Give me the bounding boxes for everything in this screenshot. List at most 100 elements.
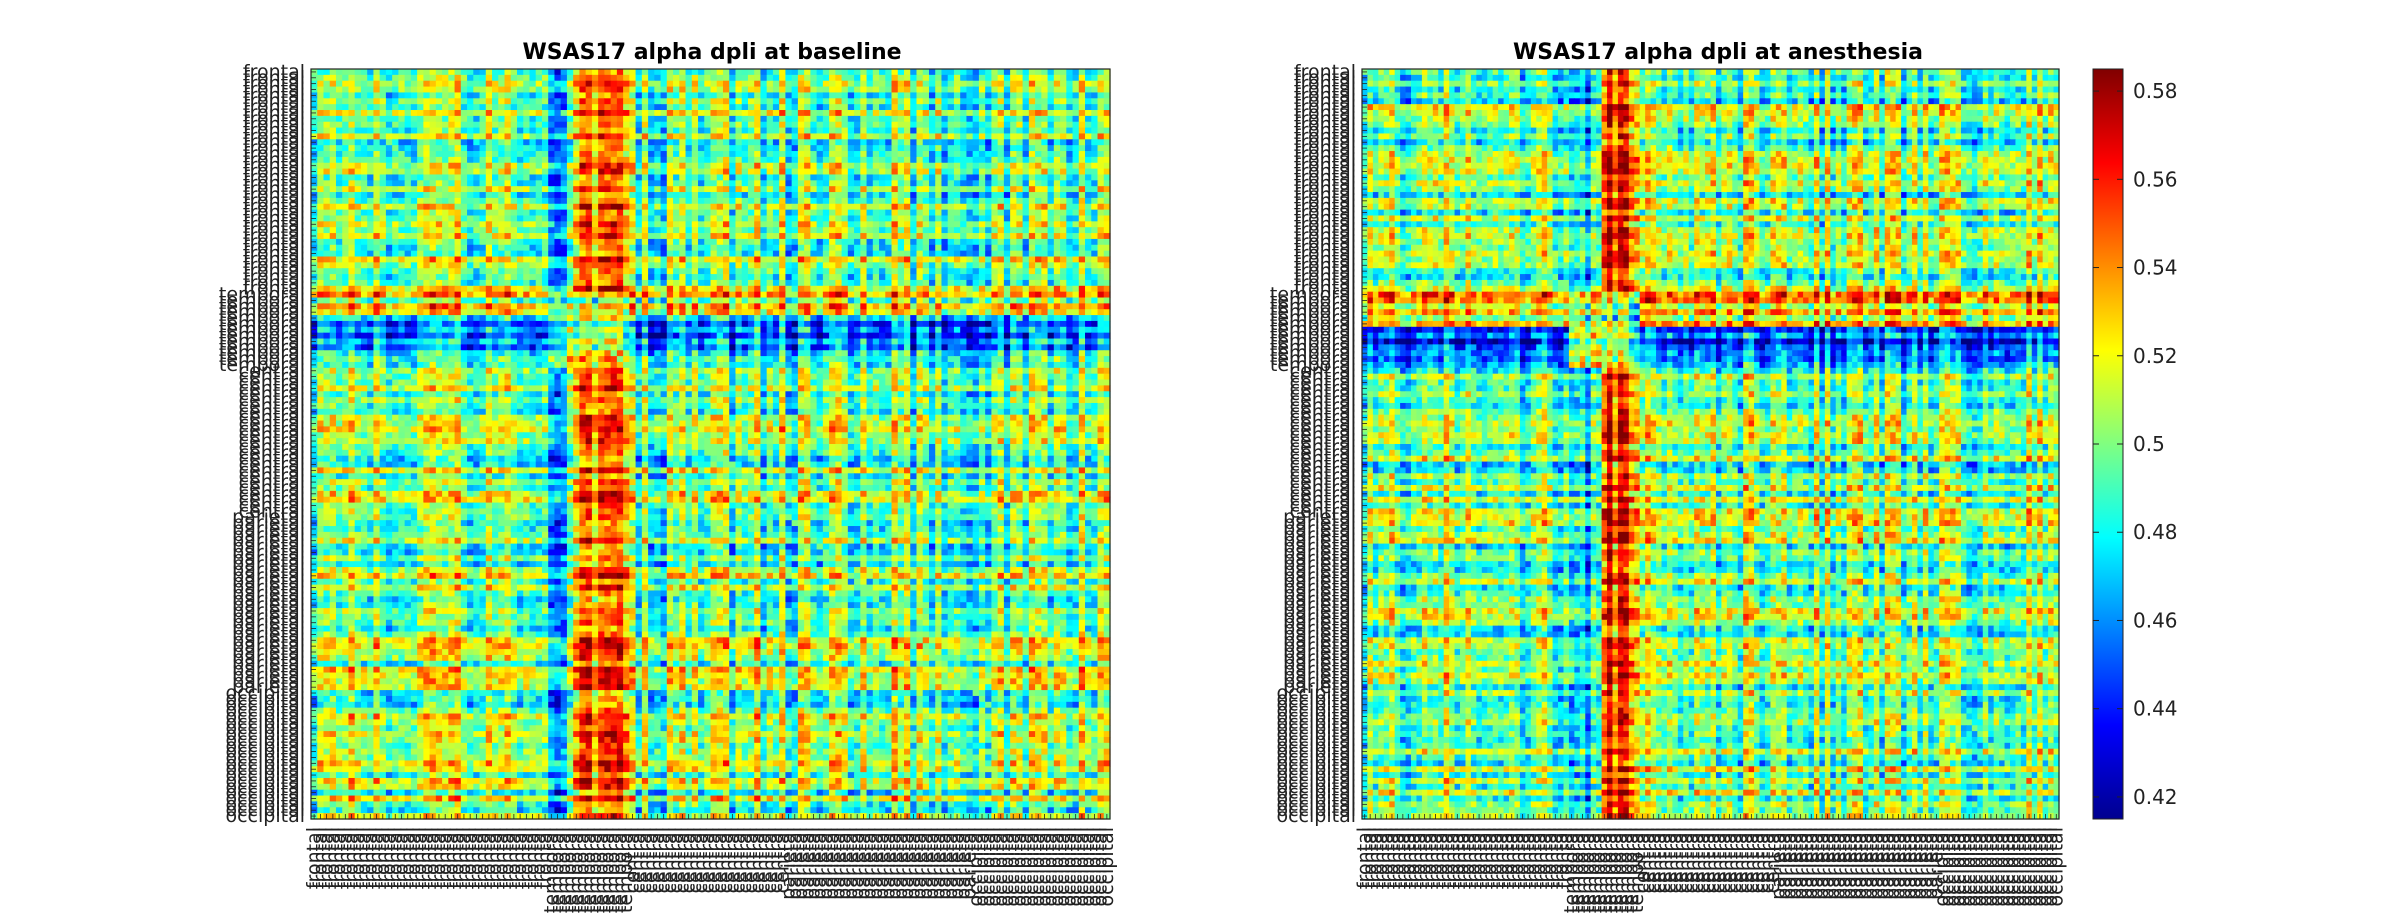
heatmap-cell [916, 169, 923, 175]
heatmap-cell [392, 128, 399, 134]
heatmap-cell [817, 92, 824, 98]
heatmap-cell [885, 104, 892, 110]
heatmap-cell [1066, 174, 1073, 180]
heatmap-cell [1023, 227, 1030, 233]
heatmap-cell [941, 92, 948, 98]
heatmap-cell [673, 169, 680, 175]
heatmap-cell [455, 133, 462, 139]
heatmap-cell [442, 169, 449, 175]
heatmap-cell [348, 239, 355, 245]
heatmap-cell [517, 104, 524, 110]
heatmap-cell [417, 268, 424, 274]
heatmap-cell [661, 87, 668, 93]
heatmap-cell [879, 268, 886, 274]
heatmap-cell [723, 180, 730, 186]
heatmap-cell [573, 180, 580, 186]
heatmap-cell [542, 116, 549, 122]
heatmap-cell [661, 292, 668, 298]
heatmap-cell [923, 257, 930, 263]
heatmap-cell [673, 192, 680, 198]
heatmap-cell [611, 262, 618, 268]
heatmap-cell [1004, 280, 1011, 286]
heatmap-cell [1029, 215, 1036, 221]
heatmap-cell [1079, 98, 1086, 104]
heatmap-cell [979, 251, 986, 257]
heatmap-cell [392, 204, 399, 210]
heatmap-cell [979, 180, 986, 186]
heatmap-cell [405, 280, 412, 286]
heatmap-cell [1004, 104, 1011, 110]
heatmap-cell [848, 280, 855, 286]
heatmap-cell [667, 116, 674, 122]
heatmap-cell [629, 151, 636, 157]
heatmap-cell [461, 198, 468, 204]
heatmap-cell [760, 192, 767, 198]
heatmap-cell [442, 257, 449, 263]
heatmap-cell [323, 180, 330, 186]
heatmap-cell [723, 204, 730, 210]
heatmap-cell [948, 292, 955, 298]
heatmap-cell [673, 262, 680, 268]
heatmap-cell [848, 268, 855, 274]
heatmap-cell [1048, 198, 1055, 204]
heatmap-cell [561, 198, 568, 204]
heatmap-cell [810, 210, 817, 216]
heatmap-cell [542, 139, 549, 145]
heatmap-cell [1098, 274, 1105, 280]
heatmap-cell [848, 163, 855, 169]
heatmap-cell [1091, 98, 1098, 104]
heatmap-cell [754, 274, 761, 280]
heatmap-cell [317, 292, 324, 298]
heatmap-cell [842, 92, 849, 98]
heatmap-cell [511, 75, 518, 81]
heatmap-cell [1010, 81, 1017, 87]
heatmap-cell [910, 122, 917, 128]
heatmap-cell [941, 262, 948, 268]
heatmap-cell [686, 239, 693, 245]
heatmap-cell [398, 186, 405, 192]
heatmap-cell [879, 245, 886, 251]
heatmap-cell [1041, 122, 1048, 128]
heatmap-cell [860, 251, 867, 257]
heatmap-cell [623, 204, 630, 210]
heatmap-cell [1004, 215, 1011, 221]
heatmap-cell [704, 81, 711, 87]
heatmap-cell [991, 75, 998, 81]
heatmap-cell [417, 145, 424, 151]
heatmap-cell [1023, 128, 1030, 134]
heatmap-cell [904, 69, 911, 75]
heatmap-cell [411, 210, 418, 216]
heatmap-cell [505, 221, 512, 227]
heatmap-cell [823, 92, 830, 98]
heatmap-cell [417, 233, 424, 239]
heatmap-cell [1085, 75, 1092, 81]
heatmap-cell [536, 268, 543, 274]
heatmap-cell [529, 233, 536, 239]
heatmap-cell [536, 81, 543, 87]
heatmap-cell [480, 174, 487, 180]
heatmap-cell [567, 198, 574, 204]
heatmap-cell [916, 69, 923, 75]
heatmap-cell [885, 233, 892, 239]
heatmap-cell [985, 239, 992, 245]
heatmap-cell [380, 180, 387, 186]
heatmap-cell [473, 192, 480, 198]
heatmap-cell [380, 268, 387, 274]
heatmap-cell [735, 198, 742, 204]
heatmap-cell [835, 245, 842, 251]
heatmap-cell [916, 215, 923, 221]
heatmap-cell [317, 157, 324, 163]
heatmap-cell [960, 227, 967, 233]
heatmap-cell [623, 145, 630, 151]
heatmap-cell [411, 268, 418, 274]
heatmap-cell [642, 192, 649, 198]
heatmap-cell [554, 280, 561, 286]
heatmap-cell [1041, 245, 1048, 251]
heatmap-cell [392, 215, 399, 221]
heatmap-cell [367, 180, 374, 186]
heatmap-cell [623, 233, 630, 239]
heatmap-cell [461, 133, 468, 139]
heatmap-cell [879, 145, 886, 151]
heatmap-cell [317, 110, 324, 116]
heatmap-cell [554, 215, 561, 221]
